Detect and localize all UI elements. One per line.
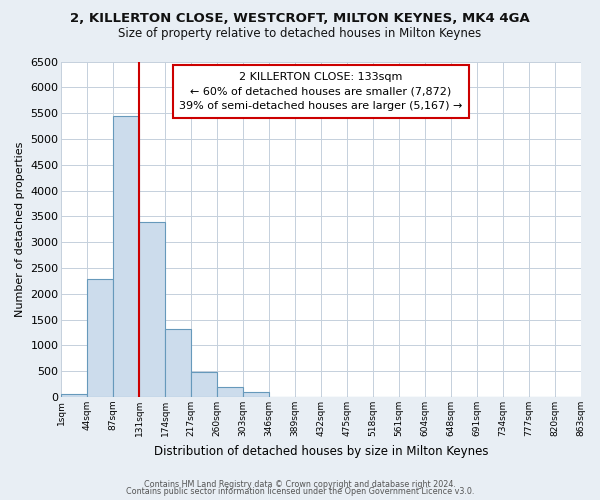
- Bar: [243, 392, 269, 397]
- Text: Size of property relative to detached houses in Milton Keynes: Size of property relative to detached ho…: [118, 28, 482, 40]
- Bar: [113, 116, 139, 397]
- Bar: [88, 280, 113, 397]
- Text: Contains public sector information licensed under the Open Government Licence v3: Contains public sector information licen…: [126, 488, 474, 496]
- X-axis label: Distribution of detached houses by size in Milton Keynes: Distribution of detached houses by size …: [154, 444, 488, 458]
- Bar: [61, 394, 88, 397]
- Y-axis label: Number of detached properties: Number of detached properties: [15, 142, 25, 317]
- Text: Contains HM Land Registry data © Crown copyright and database right 2024.: Contains HM Land Registry data © Crown c…: [144, 480, 456, 489]
- Text: 2, KILLERTON CLOSE, WESTCROFT, MILTON KEYNES, MK4 4GA: 2, KILLERTON CLOSE, WESTCROFT, MILTON KE…: [70, 12, 530, 26]
- Text: 2 KILLERTON CLOSE: 133sqm
← 60% of detached houses are smaller (7,872)
39% of se: 2 KILLERTON CLOSE: 133sqm ← 60% of detac…: [179, 72, 463, 111]
- Bar: [139, 222, 165, 397]
- Bar: [191, 372, 217, 397]
- Bar: [217, 388, 243, 397]
- Bar: [165, 330, 191, 397]
